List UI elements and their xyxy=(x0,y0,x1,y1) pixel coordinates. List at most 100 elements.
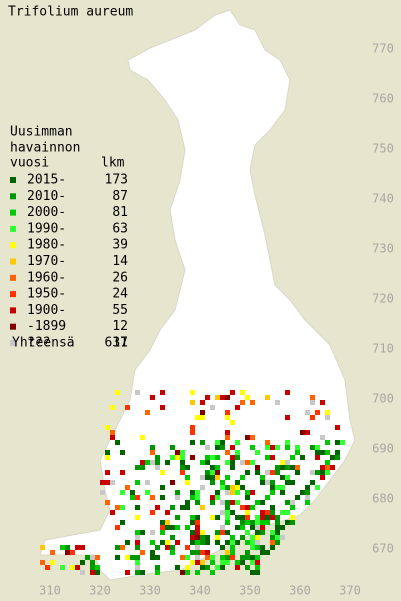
observation-square xyxy=(105,480,110,485)
observation-square xyxy=(70,565,75,570)
observation-square xyxy=(260,500,265,505)
observation-square xyxy=(225,540,230,545)
observation-square xyxy=(120,545,125,550)
legend-count-heading: lkm xyxy=(101,156,125,171)
observation-square xyxy=(240,535,245,540)
observation-square xyxy=(240,520,245,525)
observation-square xyxy=(155,570,160,575)
observation-square xyxy=(220,565,225,570)
observation-square xyxy=(195,550,200,555)
observation-square xyxy=(185,475,190,480)
observation-square xyxy=(335,425,340,430)
observation-square xyxy=(275,485,280,490)
observation-square xyxy=(115,555,120,560)
observation-square xyxy=(90,555,95,560)
observation-square xyxy=(155,545,160,550)
observation-square xyxy=(235,560,240,565)
observation-square xyxy=(95,555,100,560)
legend-count: 87 xyxy=(112,189,128,204)
observation-square xyxy=(150,530,155,535)
legend-count: 26 xyxy=(112,270,128,285)
y-axis-label: 770 xyxy=(372,42,394,56)
observation-square xyxy=(250,540,255,545)
legend-count: 173 xyxy=(105,173,128,188)
observation-square xyxy=(315,455,320,460)
legend-swatch xyxy=(10,242,16,249)
observation-square xyxy=(235,500,240,505)
x-axis-label: 370 xyxy=(339,584,361,598)
observation-square xyxy=(115,545,120,550)
observation-square xyxy=(190,560,195,565)
observation-square xyxy=(205,470,210,475)
observation-square xyxy=(315,445,320,450)
x-axis-label: 350 xyxy=(239,584,261,598)
observation-square xyxy=(250,435,255,440)
observation-square xyxy=(115,440,120,445)
legend-label: 1970- xyxy=(27,254,66,269)
observation-square xyxy=(225,510,230,515)
observation-square xyxy=(260,515,265,520)
observation-square xyxy=(255,565,260,570)
observation-square xyxy=(255,470,260,475)
observation-square xyxy=(160,390,165,395)
legend-label: 1900- xyxy=(27,303,66,318)
observation-square xyxy=(250,460,255,465)
observation-square xyxy=(80,570,85,575)
legend-heading: havainnon xyxy=(10,141,80,156)
observation-square xyxy=(205,445,210,450)
observation-square xyxy=(255,450,260,455)
observation-square xyxy=(260,550,265,555)
observation-square xyxy=(200,460,205,465)
observation-square xyxy=(220,530,225,535)
observation-square xyxy=(220,510,225,515)
observation-square xyxy=(135,505,140,510)
observation-square xyxy=(100,490,105,495)
observation-square xyxy=(235,485,240,490)
observation-square xyxy=(185,505,190,510)
y-axis-label: 680 xyxy=(372,492,394,506)
observation-square xyxy=(265,550,270,555)
observation-square xyxy=(270,490,275,495)
observation-square xyxy=(255,530,260,535)
observation-square xyxy=(75,545,80,550)
legend-label: 1990- xyxy=(27,221,66,236)
observation-square xyxy=(190,530,195,535)
observation-square xyxy=(165,525,170,530)
observation-square xyxy=(225,555,230,560)
observation-square xyxy=(310,470,315,475)
observation-square xyxy=(240,555,245,560)
observation-square xyxy=(270,445,275,450)
observation-square xyxy=(140,570,145,575)
observation-square xyxy=(190,430,195,435)
observation-square xyxy=(230,545,235,550)
observation-square xyxy=(215,490,220,495)
observation-square xyxy=(175,490,180,495)
observation-square xyxy=(255,570,260,575)
observation-square xyxy=(190,390,195,395)
observation-square xyxy=(125,485,130,490)
observation-square xyxy=(235,480,240,485)
observation-square xyxy=(285,480,290,485)
observation-square xyxy=(255,545,260,550)
observation-square xyxy=(230,420,235,425)
observation-square xyxy=(280,460,285,465)
observation-square xyxy=(270,545,275,550)
observation-square xyxy=(265,455,270,460)
observation-square xyxy=(120,505,125,510)
legend-swatch xyxy=(10,193,16,200)
observation-square xyxy=(280,475,285,480)
observation-square xyxy=(310,445,315,450)
observation-square xyxy=(210,475,215,480)
observation-square xyxy=(195,530,200,535)
observation-square xyxy=(260,480,265,485)
observation-square xyxy=(200,410,205,415)
total-value: 611 xyxy=(105,336,128,351)
observation-square xyxy=(245,435,250,440)
observation-square xyxy=(280,485,285,490)
observation-square xyxy=(175,515,180,520)
observation-square xyxy=(245,565,250,570)
observation-square xyxy=(145,460,150,465)
observation-square xyxy=(220,560,225,565)
observation-square xyxy=(275,520,280,525)
observation-square xyxy=(200,415,205,420)
